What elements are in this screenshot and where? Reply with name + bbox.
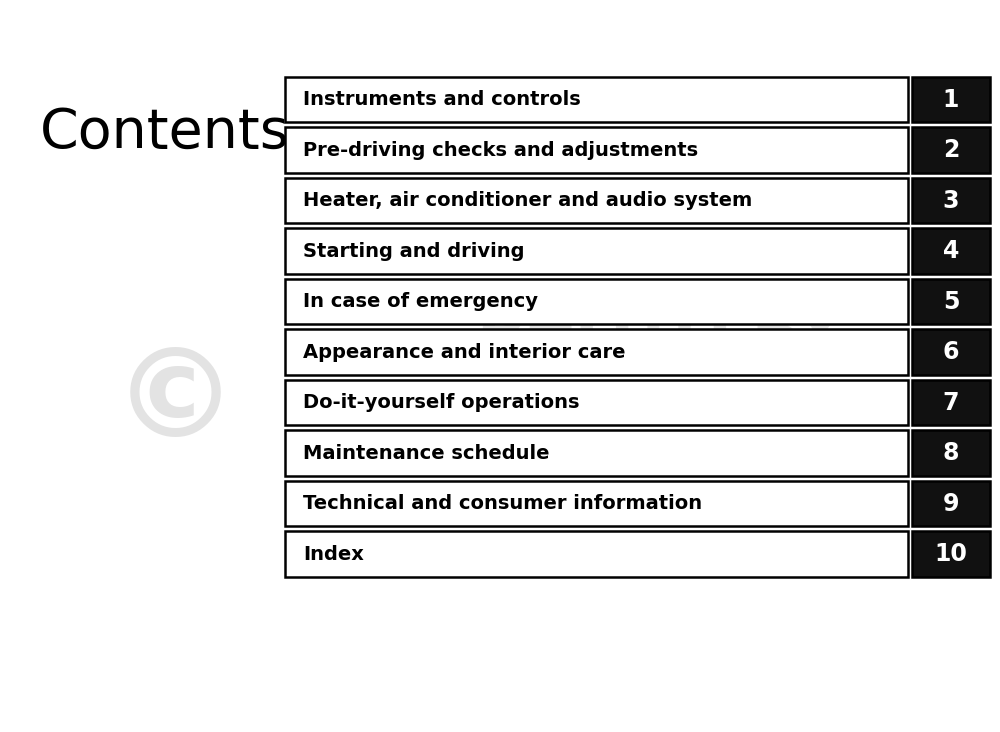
- Bar: [912, 430, 990, 476]
- Text: ©: ©: [112, 342, 238, 463]
- Text: 9: 9: [943, 492, 959, 515]
- Bar: [912, 178, 990, 223]
- Bar: [285, 481, 908, 526]
- Text: Pre-driving checks and adjustments: Pre-driving checks and adjustments: [303, 141, 698, 160]
- Bar: [912, 531, 990, 577]
- Text: 4: 4: [943, 239, 959, 263]
- Bar: [285, 430, 908, 476]
- Text: 2: 2: [943, 138, 959, 162]
- Bar: [912, 481, 990, 526]
- Text: Do-it-yourself operations: Do-it-yourself operations: [303, 393, 580, 412]
- Bar: [285, 329, 908, 375]
- Bar: [912, 329, 990, 375]
- Text: Appearance and interior care: Appearance and interior care: [303, 343, 626, 362]
- Text: 7: 7: [943, 391, 959, 414]
- Bar: [912, 228, 990, 274]
- Text: Contents: Contents: [40, 106, 290, 160]
- Text: 10: 10: [935, 542, 967, 566]
- Bar: [285, 127, 908, 173]
- Bar: [912, 380, 990, 425]
- Text: 1: 1: [943, 88, 959, 111]
- Text: Index: Index: [303, 545, 364, 564]
- Text: In case of emergency: In case of emergency: [303, 292, 538, 311]
- Bar: [285, 380, 908, 425]
- Text: 6: 6: [943, 340, 959, 364]
- Text: 8: 8: [943, 441, 959, 465]
- Bar: [912, 77, 990, 122]
- Bar: [285, 77, 908, 122]
- Text: PHOTO BY: PHOTO BY: [477, 302, 843, 364]
- Bar: [285, 279, 908, 324]
- Text: Starting and driving: Starting and driving: [303, 242, 524, 261]
- Bar: [285, 228, 908, 274]
- Bar: [285, 178, 908, 223]
- Text: FAXONAUTOLI!: FAXONAUTOLI!: [367, 430, 783, 478]
- Text: Maintenance schedule: Maintenance schedule: [303, 444, 550, 463]
- Text: 3: 3: [943, 189, 959, 212]
- Bar: [912, 279, 990, 324]
- Text: 5: 5: [943, 290, 959, 313]
- Bar: [912, 127, 990, 173]
- Text: Instruments and controls: Instruments and controls: [303, 90, 581, 109]
- Text: Heater, air conditioner and audio system: Heater, air conditioner and audio system: [303, 191, 752, 210]
- Text: Technical and consumer information: Technical and consumer information: [303, 494, 702, 513]
- Bar: [285, 531, 908, 577]
